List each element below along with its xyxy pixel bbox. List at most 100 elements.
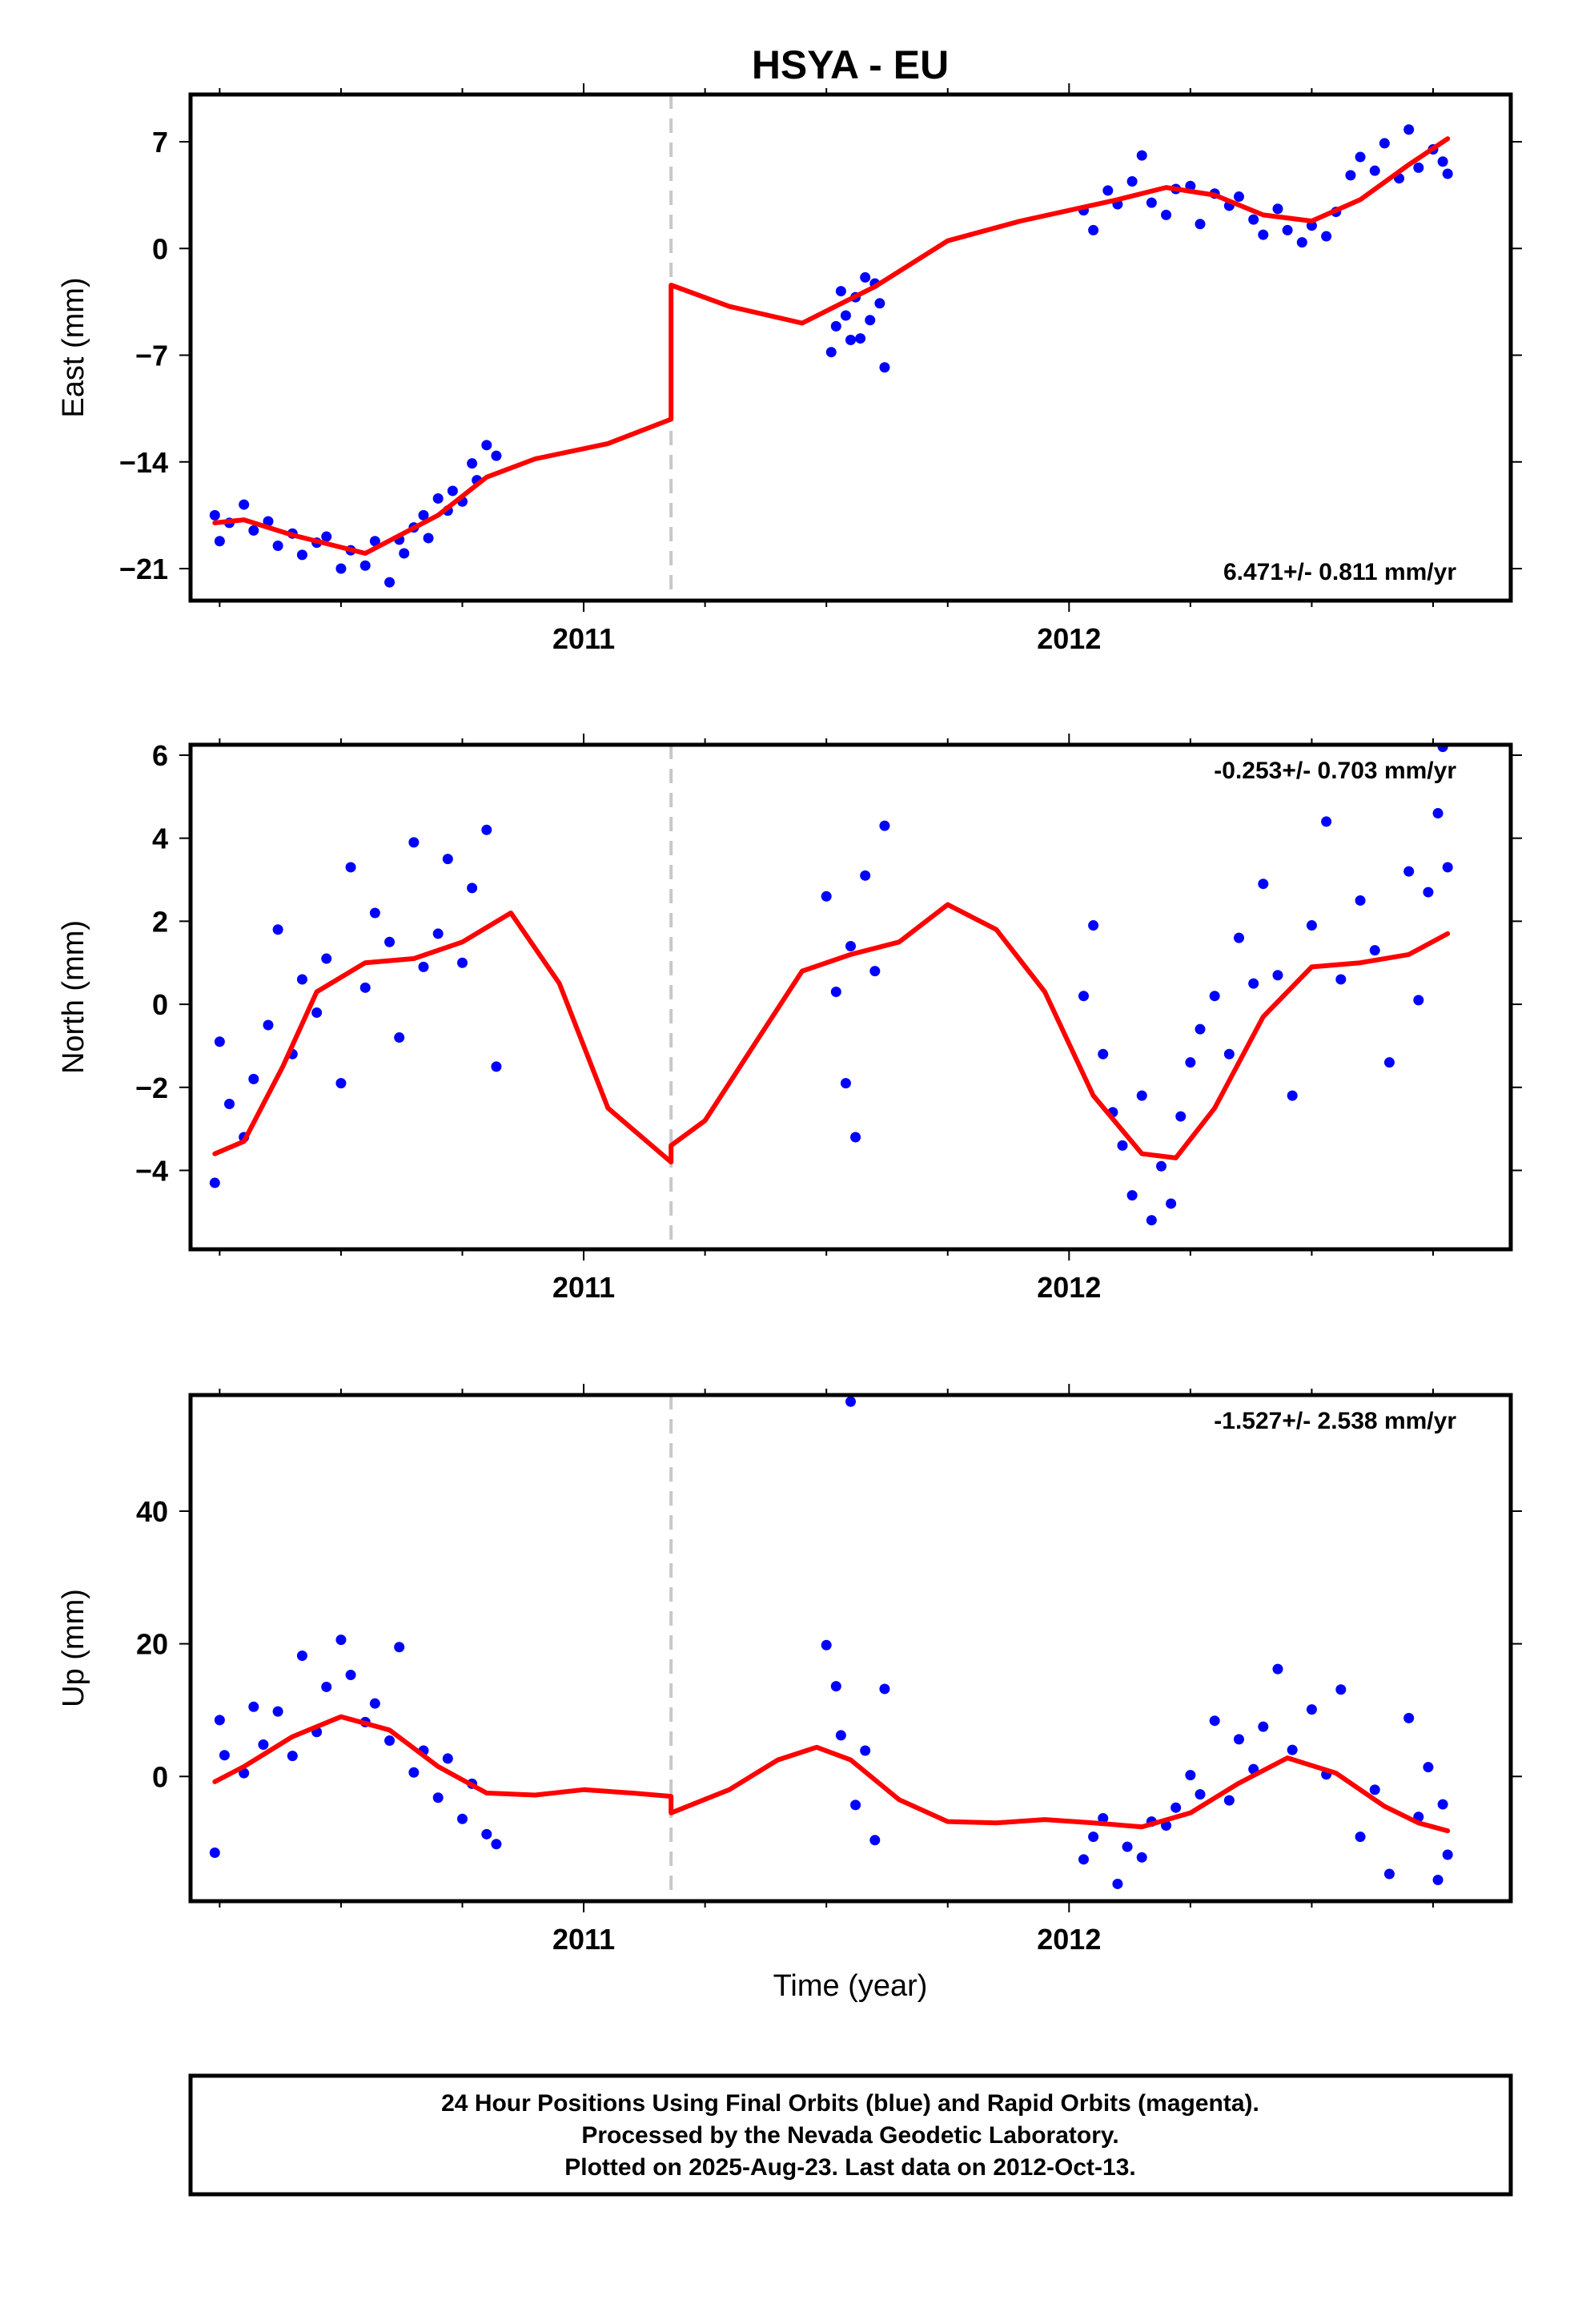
y-tick-label: 0	[152, 1760, 168, 1793]
data-point	[1437, 156, 1448, 167]
model-fit-line	[212, 136, 1451, 556]
data-point	[1383, 1868, 1395, 1880]
data-point	[1335, 1684, 1347, 1695]
data-point	[399, 548, 410, 559]
data-point	[263, 516, 274, 527]
data-point	[1195, 1789, 1206, 1800]
data-point	[394, 1642, 405, 1653]
data-point	[874, 298, 885, 309]
data-point	[1258, 879, 1269, 890]
data-point	[467, 883, 478, 894]
data-point	[1234, 191, 1244, 203]
data-point	[1170, 1802, 1182, 1813]
data-point	[1146, 1215, 1157, 1226]
plot-frame	[188, 1393, 1513, 1904]
data-point	[408, 837, 420, 848]
y-tick-label: 2	[152, 905, 168, 938]
data-point	[335, 563, 347, 574]
data-point	[1287, 1744, 1298, 1755]
data-point	[1413, 162, 1424, 173]
data-point	[1136, 150, 1147, 161]
data-point	[214, 1715, 225, 1726]
data-point	[1088, 920, 1099, 931]
data-point	[1078, 1854, 1089, 1865]
data-point	[457, 1813, 468, 1824]
velocity-rate-label: -0.253+/- 0.703 mm/yr	[1214, 758, 1456, 784]
data-point	[1248, 214, 1259, 225]
figure-title: HSYA - EU	[752, 42, 949, 87]
data-point	[369, 907, 380, 919]
y-axis-title: East (mm)	[57, 277, 90, 417]
data-point	[418, 961, 429, 972]
data-point	[1296, 237, 1307, 248]
data-point	[1126, 1190, 1138, 1201]
data-point	[1117, 1140, 1128, 1151]
data-point	[248, 1701, 259, 1712]
data-point	[442, 854, 453, 865]
data-point	[830, 320, 841, 332]
data-point	[879, 1683, 890, 1695]
data-point	[457, 957, 468, 968]
data-point	[1146, 197, 1157, 208]
velocity-rate-label: -1.527+/- 2.538 mm/yr	[1214, 1408, 1456, 1434]
x-axis-title: Time (year)	[773, 1969, 928, 2003]
data-point	[1166, 1198, 1177, 1209]
data-point	[1223, 1795, 1235, 1806]
data-point	[224, 1099, 235, 1110]
y-tick-label: −14	[119, 446, 168, 479]
data-point	[1175, 1111, 1186, 1122]
data-point	[1383, 1057, 1395, 1068]
data-point	[1369, 165, 1380, 176]
data-point	[384, 1735, 396, 1747]
data-point	[394, 1032, 405, 1043]
data-point	[481, 824, 492, 835]
data-point	[321, 1681, 332, 1692]
y-tick-label: 40	[136, 1495, 168, 1528]
data-point	[1355, 1831, 1366, 1843]
data-point	[879, 820, 890, 831]
data-point	[1355, 895, 1366, 906]
y-tick-label: −7	[135, 340, 168, 372]
data-point	[1122, 1841, 1133, 1852]
data-point	[1432, 1874, 1443, 1885]
data-point	[1306, 1704, 1317, 1715]
data-point	[1272, 970, 1283, 981]
data-point	[1335, 974, 1347, 985]
data-point	[345, 1670, 356, 1681]
x-tick-label: 2011	[552, 1271, 615, 1304]
data-point	[1272, 1663, 1283, 1675]
data-point	[845, 1396, 856, 1407]
plot-frame	[188, 742, 1513, 1252]
data-point	[1195, 219, 1206, 230]
data-point	[369, 1698, 380, 1709]
data-point	[869, 1835, 881, 1846]
data-point	[845, 334, 856, 345]
data-point	[1112, 1878, 1123, 1889]
data-point	[263, 1019, 274, 1031]
data-point	[1078, 991, 1089, 1002]
data-point	[1258, 229, 1269, 240]
data-point	[1442, 862, 1453, 873]
data-point	[850, 1799, 861, 1811]
data-point	[1369, 1784, 1380, 1795]
model-fit-line	[212, 902, 1451, 1165]
data-point	[830, 987, 841, 998]
data-point	[845, 940, 856, 951]
y-tick-label: −4	[135, 1154, 168, 1187]
y-tick-label: 0	[152, 232, 168, 265]
data-point	[408, 1767, 420, 1778]
x-tick-label: 2012	[1037, 622, 1101, 655]
data-point	[248, 1073, 259, 1084]
data-point	[321, 531, 332, 542]
data-point	[287, 1751, 298, 1762]
data-point	[296, 549, 307, 561]
data-point	[1403, 1712, 1415, 1723]
data-point	[1272, 203, 1283, 215]
y-tick-label: −21	[119, 553, 168, 585]
north-panel: 2011 2012 −4 −2 0 2 4 6 North (mm) -0.253+/- 0.70…	[57, 734, 1522, 1304]
velocity-rate-label: 6.471+/- 0.811 mm/yr	[1223, 559, 1456, 585]
data-point	[239, 499, 250, 510]
y-tick-label: −2	[135, 1072, 168, 1104]
data-point	[442, 1753, 453, 1764]
